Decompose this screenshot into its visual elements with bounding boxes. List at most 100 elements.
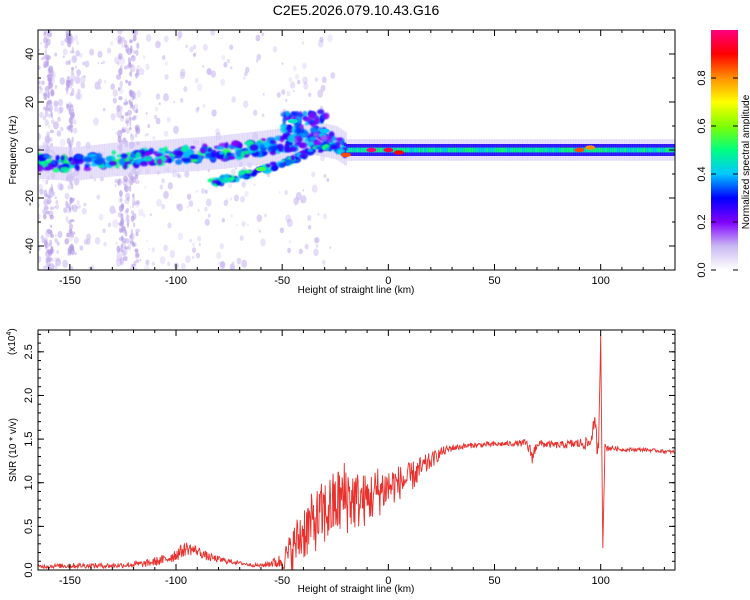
bottom-y-tick-label: 1.0 (23, 475, 35, 490)
spectrogram-speckle (76, 200, 80, 206)
spectrogram-peak (394, 150, 404, 155)
bottom-y-tick-label: 0.0 (23, 562, 35, 577)
spectrogram-speckle (136, 69, 140, 75)
spectrogram-speckle (63, 207, 68, 214)
spectrogram-speckle (38, 213, 41, 220)
spectrogram-band-core (496, 147, 500, 153)
spectrogram-blob (317, 149, 324, 153)
spectrogram-speckle (66, 137, 71, 144)
spectrogram-speckle (125, 126, 127, 130)
spectrogram-blob (218, 151, 225, 155)
spectrogram-speckle (77, 92, 83, 101)
spectrogram-speckle (79, 81, 82, 85)
spectrogram-speckle (260, 238, 266, 247)
spectrogram-speckle (77, 88, 81, 94)
spectrogram-speckle (48, 30, 52, 38)
spectrogram-speckle (209, 187, 212, 190)
spectrogram-blob (309, 136, 316, 142)
spectrogram-speckle (66, 87, 69, 95)
spectrogram-speckle (116, 178, 122, 186)
spectrogram-speckle (304, 243, 309, 250)
snr-panel: -150 -100 -50 0 50 100 0.0 0.5 1.0 1.5 2.0 2.5 Hei… (6, 328, 676, 595)
spectrogram-speckle (44, 43, 49, 49)
spectrogram-speckle (114, 184, 117, 187)
spectrogram-speckle (123, 65, 128, 70)
spectrogram-blob (181, 156, 191, 163)
spectrogram-speckle (117, 52, 123, 61)
spectrogram-speckle (127, 57, 132, 64)
spectrogram-band-core (594, 147, 597, 153)
spectrogram-speckle (132, 34, 137, 42)
spectrogram-speckle (54, 106, 58, 113)
spectrogram-band-core (549, 147, 553, 153)
spectrogram-blob (189, 145, 196, 150)
spectrogram-speckle (40, 41, 42, 45)
spectrogram-speckle (67, 184, 72, 190)
spectrogram-blob (182, 152, 190, 159)
spectrogram-blob (59, 166, 70, 173)
spectrogram-speckle (69, 104, 74, 108)
spectrogram-band-core (592, 147, 595, 153)
spectrogram-speckle (252, 109, 258, 116)
spectrogram-band-core (541, 147, 544, 153)
spectrogram-band-core (636, 147, 640, 153)
bottom-x-axis-label: Height of straight line (km) (298, 584, 415, 595)
spectrogram-band-core (392, 147, 396, 153)
spectrogram-speckle (167, 182, 173, 190)
spectrogram-band-core (534, 147, 538, 153)
spectrogram-band-core (647, 147, 650, 153)
spectrogram-band-core (350, 147, 353, 153)
spectrogram-speckle (70, 123, 73, 131)
spectrogram-speckle (133, 201, 137, 206)
spectrogram-speckle (43, 31, 47, 35)
top-x-tick-label: 0 (385, 275, 391, 287)
spectrogram-blob (309, 126, 319, 134)
spectrogram-speckle (67, 138, 70, 145)
spectrogram-band-core (573, 147, 576, 153)
spectrogram-envelope (114, 142, 118, 177)
spectrogram-speckle (124, 209, 129, 214)
bottom-x-tick-label: 50 (488, 575, 500, 587)
spectrogram-speckle (38, 132, 41, 141)
spectrogram-band-core (407, 147, 411, 153)
spectrogram-band-core (520, 147, 523, 153)
spectrogram-speckle (103, 241, 107, 247)
spectrogram-speckle (40, 87, 43, 92)
spectrogram-envelope (86, 145, 90, 180)
spectrogram-speckle (134, 248, 139, 254)
spectrogram-speckle (106, 47, 112, 54)
spectrogram-speckle (109, 40, 114, 46)
spectrogram-speckle (121, 225, 126, 232)
spectrogram-speckle (127, 243, 132, 251)
spectrogram-speckle (307, 225, 312, 230)
spectrogram-speckle (161, 203, 166, 210)
spectrogram-blob (269, 140, 277, 144)
colorbar-tick-label: 0.6 (696, 118, 708, 133)
spectrogram-band-core (537, 147, 540, 153)
spectrogram-band-core (590, 147, 593, 153)
spectrogram-blob (227, 176, 235, 182)
spectrogram-speckle (120, 243, 124, 249)
spectrogram-speckle (313, 248, 319, 257)
spectrogram-blob (234, 177, 240, 183)
spectrogram-blob (281, 136, 286, 140)
spectrogram-speckle (121, 226, 126, 234)
spectrogram-speckle (124, 185, 129, 193)
spectrogram-band-core (505, 147, 508, 153)
spectrogram-speckle (71, 87, 75, 96)
spectrogram-speckle (244, 190, 249, 198)
spectrogram-speckle (321, 76, 327, 84)
spectrogram-speckle (50, 186, 54, 192)
spectrogram-speckle (215, 186, 218, 190)
spectrogram-speckle (67, 40, 72, 48)
spectrogram-speckle (135, 133, 138, 138)
spectrogram-speckle (66, 103, 69, 109)
spectrogram-speckle (117, 35, 122, 42)
spectrogram-speckle (155, 93, 161, 100)
spectrogram-blob (298, 142, 308, 149)
spectrogram-speckle (132, 115, 136, 121)
spectrogram-peak (319, 128, 330, 133)
spectrogram-speckle (145, 259, 150, 266)
bottom-y-scale-label: (x104) (6, 328, 18, 355)
spectrogram-speckle (193, 52, 196, 57)
